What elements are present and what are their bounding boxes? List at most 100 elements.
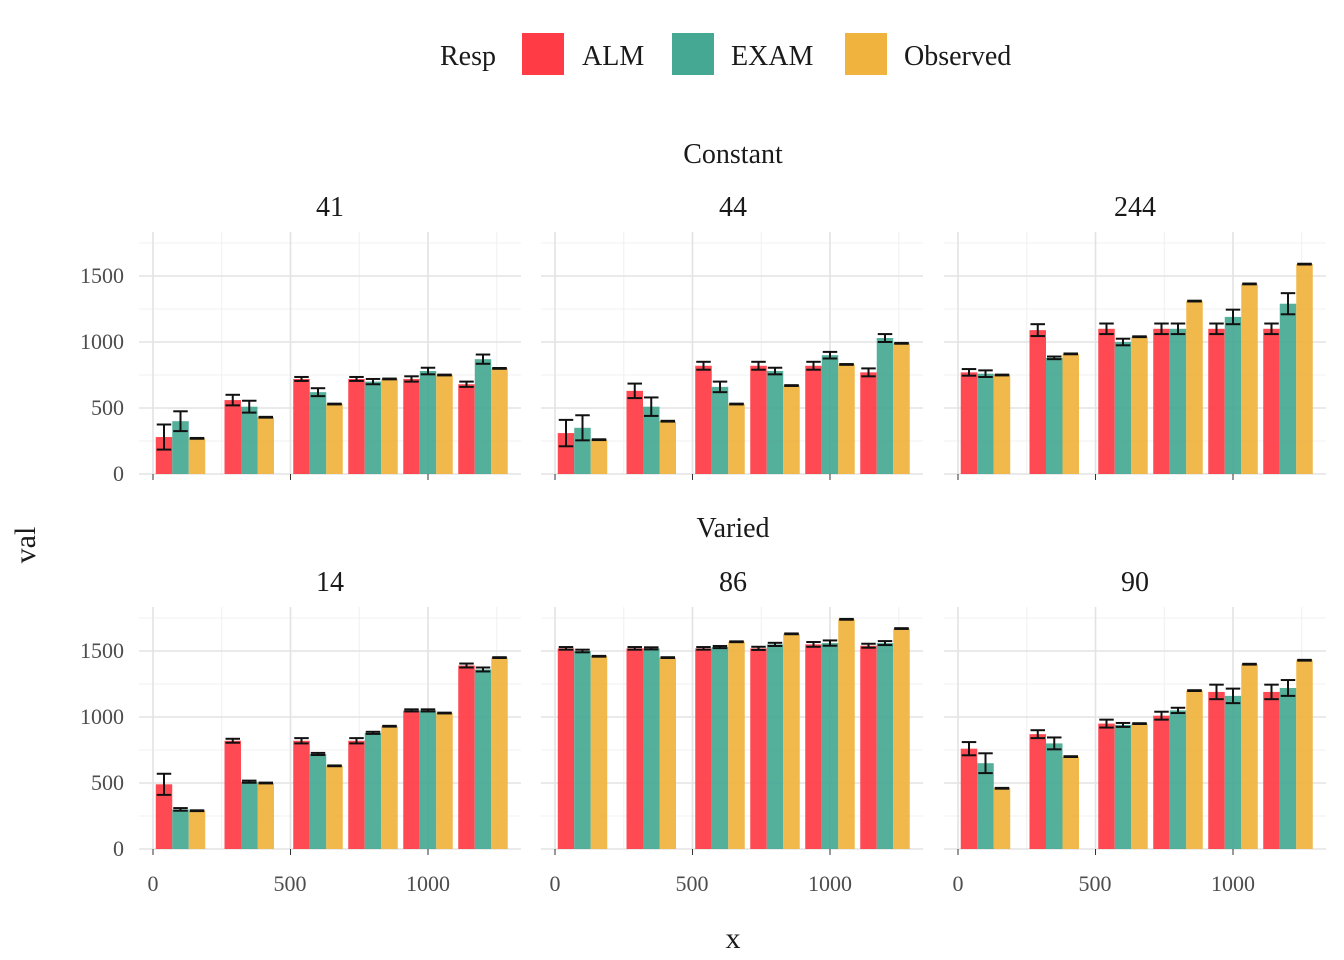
bar-exam-44-3 [766, 371, 784, 474]
legend-swatch-observed [845, 33, 887, 75]
x-tick-label-p3-500: 500 [1079, 871, 1112, 896]
bar-observed-14-0 [188, 810, 206, 849]
bar-observed-90-3 [1186, 690, 1203, 849]
bar-observed-86-0 [590, 656, 608, 849]
bar-observed-86-1 [659, 657, 676, 849]
bar-exam-14-4 [419, 710, 437, 849]
y-axis-title: val [9, 527, 42, 564]
panel-90 [944, 607, 1326, 855]
bar-observed-244-4 [1241, 283, 1258, 474]
bar-alm-86-5 [860, 645, 877, 849]
bar-observed-41-0 [188, 438, 206, 474]
x-tick-label-p3-1000: 1000 [1211, 871, 1255, 896]
bar-alm-41-5 [458, 384, 475, 474]
x-tick-label-p2-1000: 1000 [808, 871, 852, 896]
legend-label-exam: EXAM [731, 41, 814, 72]
bar-exam-86-5 [876, 643, 894, 849]
bar-alm-44-2 [695, 365, 712, 474]
legend-swatch-exam [672, 33, 714, 75]
bar-alm-244-1 [1029, 330, 1046, 474]
bar-observed-90-0 [993, 788, 1011, 849]
bar-exam-244-4 [1224, 316, 1242, 474]
legend-label-observed: Observed [904, 41, 1011, 72]
bar-observed-14-5 [491, 657, 508, 849]
y-tick-label-top-500: 500 [91, 395, 124, 420]
bar-observed-86-2 [728, 641, 745, 849]
y-tick-label-bottom-1000: 1000 [80, 704, 124, 729]
bar-alm-244-5 [1263, 328, 1280, 474]
bar-observed-244-3 [1186, 301, 1203, 474]
panel-title-44: 44 [719, 192, 747, 223]
bar-alm-14-4 [403, 710, 420, 849]
bar-exam-14-0 [172, 809, 189, 849]
bar-exam-41-2 [309, 392, 327, 474]
bar-exam-41-4 [419, 371, 437, 474]
bar-exam-244-1 [1046, 357, 1063, 474]
y-tick-label-top-1000: 1000 [80, 329, 124, 354]
bar-exam-90-3 [1169, 710, 1187, 849]
panel-41 [139, 232, 521, 480]
bar-observed-244-5 [1296, 264, 1313, 474]
bar-alm-44-1 [626, 390, 643, 474]
bar-exam-44-1 [643, 406, 660, 474]
bar-alm-44-0 [557, 433, 575, 474]
panel-86 [541, 607, 923, 855]
panel-title-244: 244 [1114, 192, 1156, 223]
bar-exam-14-2 [309, 753, 327, 849]
bar-alm-244-4 [1208, 328, 1225, 474]
bar-alm-14-5 [458, 665, 475, 849]
x-tick-label-p2-0: 0 [550, 871, 561, 896]
bar-alm-44-4 [805, 365, 822, 474]
bar-exam-41-5 [474, 359, 492, 474]
bar-exam-86-4 [821, 643, 839, 849]
bar-observed-86-5 [893, 628, 910, 849]
bar-observed-44-4 [838, 364, 855, 474]
bar-observed-90-5 [1296, 660, 1313, 849]
bar-exam-44-2 [711, 386, 729, 474]
bar-alm-14-0 [155, 784, 173, 849]
legend-swatch-alm [522, 33, 564, 75]
panel-244 [944, 232, 1326, 480]
bar-exam-86-3 [766, 644, 784, 849]
panels [139, 232, 1326, 855]
bar-observed-14-4 [436, 713, 453, 849]
bar-observed-86-3 [783, 633, 800, 849]
panel-title-41: 41 [316, 192, 344, 223]
bar-observed-44-2 [728, 404, 745, 474]
bar-alm-41-3 [348, 378, 365, 474]
x-axis-title: x [726, 922, 741, 955]
bar-observed-44-5 [893, 343, 910, 474]
bar-observed-90-2 [1131, 723, 1148, 849]
bar-exam-44-5 [876, 338, 894, 474]
bar-alm-86-0 [557, 648, 575, 849]
bar-observed-44-3 [783, 385, 800, 474]
bar-alm-86-1 [626, 648, 643, 849]
bar-alm-41-4 [403, 378, 420, 474]
bar-alm-41-1 [224, 400, 241, 474]
x-tick-label-p1-1000: 1000 [406, 871, 450, 896]
panel-44 [541, 232, 923, 480]
bar-alm-244-3 [1153, 328, 1170, 474]
panel-title-90: 90 [1121, 567, 1149, 598]
bar-exam-90-0 [977, 763, 994, 849]
bar-observed-41-3 [381, 378, 398, 474]
bar-observed-41-1 [257, 417, 274, 474]
bar-observed-14-2 [326, 765, 343, 849]
bar-exam-90-5 [1279, 687, 1297, 849]
bar-observed-244-0 [993, 375, 1011, 474]
bar-alm-41-0 [155, 437, 173, 474]
bar-observed-244-1 [1062, 353, 1079, 474]
bar-alm-90-4 [1208, 691, 1225, 849]
y-tick-label-top-1500: 1500 [80, 263, 124, 288]
bar-observed-44-0 [590, 439, 608, 474]
bar-alm-244-0 [960, 372, 978, 474]
bar-alm-86-2 [695, 648, 712, 849]
legend-title: Resp [440, 41, 496, 72]
bar-exam-14-3 [364, 732, 382, 849]
group-label-constant: Constant [683, 139, 783, 170]
bar-exam-86-0 [574, 651, 591, 849]
legend-label-alm: ALM [582, 41, 644, 72]
bar-alm-41-2 [293, 378, 310, 474]
bar-exam-244-0 [977, 373, 994, 474]
bar-observed-41-4 [436, 375, 453, 474]
